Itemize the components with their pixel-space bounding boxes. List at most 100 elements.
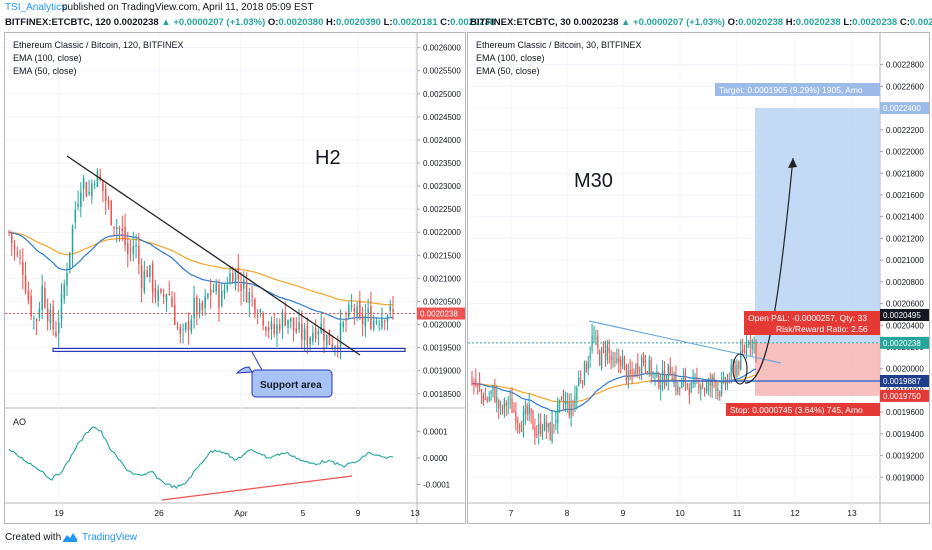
left-quote-open: 0.0020380 bbox=[278, 17, 324, 28]
m30-candle bbox=[620, 359, 622, 367]
m30-price-tag-text: 0.0020238 bbox=[883, 339, 921, 348]
h2-candle bbox=[367, 308, 369, 314]
h2-chart-panel[interactable]: 0.0026000 0.0025500 0.0025000 0.0024500 0.00… bbox=[4, 32, 466, 524]
h2-candle bbox=[292, 317, 295, 331]
h2-candle bbox=[248, 292, 251, 304]
h2-candle bbox=[204, 296, 206, 308]
h2-candle bbox=[298, 322, 300, 330]
m30-ytick-label: 0.0020000 bbox=[886, 365, 924, 374]
m30-target-zone bbox=[755, 108, 880, 343]
h2-xtick-label: Apr bbox=[234, 508, 247, 518]
m30-candle bbox=[595, 337, 597, 339]
h2-candle bbox=[113, 226, 115, 229]
h2-candle bbox=[46, 308, 49, 322]
m30-candle bbox=[709, 382, 711, 386]
m30-candle bbox=[700, 386, 702, 390]
h2-ytick-label: 0.0018500 bbox=[423, 390, 461, 399]
h2-candle bbox=[187, 320, 190, 331]
h2-candle bbox=[348, 304, 350, 318]
h2-chart-svg[interactable]: 0.0026000 0.0025500 0.0025000 0.0024500 0.00… bbox=[5, 33, 465, 523]
h2-candle bbox=[262, 313, 264, 326]
m30-candle bbox=[581, 381, 584, 383]
h2-candle bbox=[171, 296, 173, 307]
m30-candle bbox=[560, 397, 563, 399]
h2-candle bbox=[389, 305, 391, 311]
h2-candle bbox=[182, 328, 184, 330]
m30-stop-zone bbox=[755, 342, 880, 396]
m30-candle bbox=[715, 381, 717, 392]
footer-brand[interactable]: TradingView bbox=[82, 532, 138, 543]
h2-candle bbox=[135, 245, 137, 247]
m30-candle bbox=[703, 388, 706, 391]
m30-candle bbox=[503, 399, 506, 409]
m30-candle bbox=[646, 371, 648, 375]
h2-candle bbox=[383, 320, 386, 322]
right-quote-low-label: L: bbox=[843, 17, 853, 28]
h2-ytick-label: 0.0021500 bbox=[423, 251, 461, 260]
h2-candle bbox=[265, 327, 267, 331]
m30-candle bbox=[479, 382, 481, 388]
m30-candle bbox=[473, 381, 475, 383]
h2-candle bbox=[168, 293, 170, 295]
h2-candle bbox=[110, 200, 112, 225]
m30-candle bbox=[507, 402, 509, 404]
m30-price-tag-text: 0.0019750 bbox=[883, 392, 921, 401]
m30-candle bbox=[742, 348, 744, 352]
m30-price-tag-text: 0.0020495 bbox=[883, 311, 921, 320]
h2-candle bbox=[16, 253, 19, 255]
m30-candle bbox=[669, 366, 671, 376]
m30-candle bbox=[499, 405, 502, 407]
h2-candle bbox=[69, 252, 71, 269]
m30-candle bbox=[751, 340, 753, 349]
m30-candle bbox=[625, 364, 627, 382]
h2-candle bbox=[251, 295, 253, 297]
h2-candle bbox=[146, 270, 148, 278]
m30-chart-panel[interactable]: 0.0022800 0.0022600 0.0022400 0.0022200 0.00… bbox=[467, 32, 930, 524]
h2-candle bbox=[350, 305, 353, 307]
left-quote-high-label: H: bbox=[326, 17, 337, 28]
m30-target-label: Target: 0.0001905 (9.29%) 1905, Amo bbox=[719, 85, 863, 95]
m30-candle bbox=[707, 381, 709, 391]
m30-candle bbox=[686, 384, 688, 386]
h2-candle bbox=[176, 326, 179, 328]
m30-candle bbox=[656, 371, 658, 376]
m30-candle bbox=[564, 400, 566, 405]
author-link[interactable]: TSI_Analytics bbox=[5, 2, 67, 13]
m30-candle bbox=[505, 402, 507, 406]
h2-candle bbox=[124, 226, 126, 246]
m30-candle bbox=[566, 401, 568, 404]
h2-candle bbox=[55, 331, 57, 337]
m30-candle bbox=[745, 342, 748, 355]
h2-xtick-label: 26 bbox=[154, 508, 164, 518]
h2-candle bbox=[71, 225, 74, 253]
h2-candle bbox=[74, 209, 77, 223]
h2-candle bbox=[386, 315, 389, 322]
h2-candle bbox=[339, 322, 342, 350]
h2-candle bbox=[82, 178, 85, 189]
m30-candle bbox=[543, 418, 546, 431]
h2-candle bbox=[52, 306, 54, 330]
h2-candle bbox=[212, 289, 215, 292]
m30-chart-svg[interactable]: 0.0022800 0.0022600 0.0022400 0.0022200 0.00… bbox=[468, 33, 929, 523]
h2-candle bbox=[88, 192, 90, 194]
h2-ytick-label: 0.0025000 bbox=[423, 90, 461, 99]
m30-candle bbox=[522, 413, 525, 436]
m30-ytick-label: 0.0021000 bbox=[886, 256, 924, 265]
right-quote-open: 0.0020238 bbox=[738, 17, 784, 28]
m30-candle bbox=[728, 379, 730, 381]
footer-created-text: Created with bbox=[5, 532, 62, 543]
ao-ytick-label: 0.0000 bbox=[423, 454, 448, 463]
m30-candle bbox=[520, 428, 523, 432]
h2-candle bbox=[370, 306, 372, 329]
m30-candle bbox=[660, 385, 662, 390]
h2-candle bbox=[66, 272, 68, 286]
m30-candle bbox=[572, 403, 574, 407]
h2-callout-connector bbox=[251, 351, 263, 371]
m30-candle bbox=[618, 357, 620, 363]
m30-candle bbox=[743, 351, 746, 353]
m30-candle bbox=[724, 379, 727, 385]
m30-candle bbox=[471, 375, 473, 384]
h2-xtick-label: 19 bbox=[54, 508, 64, 518]
left-quote-high: 0.0020390 bbox=[336, 17, 381, 28]
m30-candle bbox=[631, 370, 633, 373]
